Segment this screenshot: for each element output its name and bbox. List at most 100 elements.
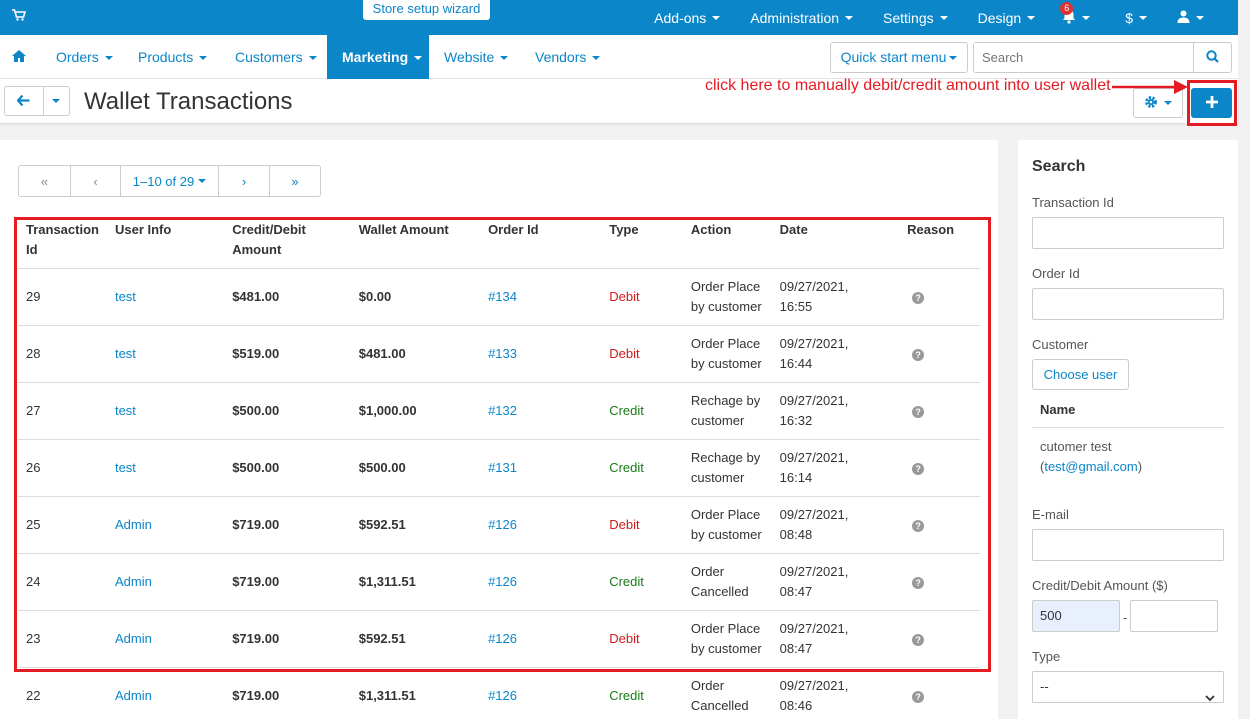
cell-user-link[interactable]: test xyxy=(106,325,225,383)
pager-range[interactable]: 1–10 of 29 xyxy=(121,166,219,196)
col-reason[interactable]: Reason xyxy=(899,220,980,269)
order-id-field[interactable] xyxy=(1032,288,1224,320)
cell-user-link[interactable]: test xyxy=(106,439,225,497)
cell-amount: $719.00 xyxy=(224,553,351,611)
customer-name: cutomer test xyxy=(1040,439,1112,454)
settings-dropdown-button[interactable] xyxy=(1133,88,1183,118)
cell-transaction-id: 27 xyxy=(18,382,107,440)
cell-order-link[interactable]: #134 xyxy=(480,268,602,326)
currency-selector[interactable]: $ xyxy=(1110,0,1162,35)
col-amount-line1: Credit/Debit xyxy=(232,222,306,237)
nav-orders[interactable]: Orders xyxy=(56,35,113,79)
cell-action-line1: Rechage by xyxy=(690,450,761,465)
customer-email-paren-close: ) xyxy=(1137,459,1143,474)
back-history-dropdown[interactable] xyxy=(44,87,69,115)
home-icon[interactable] xyxy=(12,50,26,65)
question-circle-icon[interactable]: ? xyxy=(912,634,925,646)
topnav-design[interactable]: Design xyxy=(963,0,1051,35)
cell-order-link[interactable]: #132 xyxy=(480,382,602,440)
cell-action: Order Cancelled xyxy=(682,667,772,719)
amount-label: Credit/Debit Amount ($) xyxy=(1032,578,1168,593)
topnav-settings[interactable]: Settings xyxy=(868,0,963,35)
cell-date: 09/27/2021, 08:46 xyxy=(771,667,900,719)
question-circle-icon[interactable]: ? xyxy=(912,577,925,589)
pager-prev[interactable]: ‹ xyxy=(71,166,121,196)
question-circle-icon[interactable]: ? xyxy=(912,691,925,703)
type-select[interactable]: -- xyxy=(1032,671,1224,703)
customer-email-link[interactable]: test@gmail.com xyxy=(1044,459,1138,474)
type-label: Type xyxy=(1032,649,1061,664)
nav-marketing[interactable]: Marketing xyxy=(327,35,429,79)
nav-products[interactable]: Products xyxy=(138,35,208,79)
search-button[interactable] xyxy=(1193,43,1231,72)
col-amount[interactable]: Credit/Debit Amount xyxy=(224,220,351,269)
transaction-id-field[interactable] xyxy=(1032,217,1224,249)
col-order-id[interactable]: Order Id xyxy=(480,220,602,269)
cell-user-link[interactable]: Admin xyxy=(106,610,225,668)
type-select-value: -- xyxy=(1040,679,1049,694)
nav-vendors[interactable]: Vendors xyxy=(535,35,601,79)
cell-order-link[interactable]: #133 xyxy=(480,325,602,383)
table-row: 27 test $500.00 $1,000.00 #132 Credit Rechage … xyxy=(18,382,980,440)
pager-next[interactable]: › xyxy=(219,166,270,196)
cell-order-link[interactable]: #126 xyxy=(480,610,602,668)
cell-order-link[interactable]: #131 xyxy=(480,439,602,497)
cell-date-line1: 09/27/2021, xyxy=(779,393,849,408)
back-button-group xyxy=(4,86,70,116)
question-circle-icon[interactable]: ? xyxy=(912,520,925,532)
col-wallet-amount[interactable]: Wallet Amount xyxy=(350,220,481,269)
pager-first[interactable]: « xyxy=(19,166,71,196)
cell-amount: $481.00 xyxy=(224,268,351,326)
highlight-box-add-button xyxy=(1187,80,1237,126)
back-button[interactable] xyxy=(5,87,44,115)
amount-from-field[interactable]: 500 xyxy=(1032,600,1120,632)
question-circle-icon[interactable]: ? xyxy=(912,292,925,304)
cart-icon[interactable] xyxy=(12,9,27,24)
cell-date-line1: 09/27/2021, xyxy=(779,621,849,636)
cell-wallet-amount: $500.00 xyxy=(350,439,481,497)
cell-order-link[interactable]: #126 xyxy=(480,496,602,554)
col-type[interactable]: Type xyxy=(601,220,683,269)
order-id-label: Order Id xyxy=(1032,266,1080,281)
question-circle-icon[interactable]: ? xyxy=(912,349,925,361)
pager-last[interactable]: » xyxy=(291,173,299,189)
cell-user-link[interactable]: Admin xyxy=(106,553,225,611)
nav-vendors-label: Vendors xyxy=(535,49,587,65)
topnav-addons[interactable]: Add-ons xyxy=(639,0,735,35)
cell-order-link[interactable]: #126 xyxy=(480,667,602,719)
cell-user-link[interactable]: test xyxy=(106,382,225,440)
cell-order-link[interactable]: #126 xyxy=(480,553,602,611)
amount-to-field[interactable] xyxy=(1130,600,1218,632)
search-input[interactable] xyxy=(974,43,1189,72)
table-row: 22 Admin $719.00 $1,311.51 #126 Credit Order Ca… xyxy=(18,667,980,719)
question-circle-icon[interactable]: ? xyxy=(912,463,925,475)
quick-start-menu-button[interactable]: Quick start menu xyxy=(830,42,968,73)
topnav-administration[interactable]: Administration xyxy=(735,0,868,35)
email-field[interactable] xyxy=(1032,529,1224,561)
plus-icon xyxy=(1205,95,1218,111)
question-circle-icon[interactable]: ? xyxy=(912,406,925,418)
col-date[interactable]: Date xyxy=(771,220,900,269)
cell-user-link[interactable]: test xyxy=(106,268,225,326)
cell-wallet-amount: $1,311.51 xyxy=(350,553,481,611)
cell-date-line2: 16:32 xyxy=(779,413,813,428)
choose-user-button[interactable]: Choose user xyxy=(1032,359,1129,390)
cell-user-link[interactable]: Admin xyxy=(106,496,225,554)
cell-reason: ? xyxy=(899,496,980,554)
col-transaction-id[interactable]: Transaction Id xyxy=(18,220,107,269)
add-transaction-button[interactable] xyxy=(1191,88,1232,118)
user-menu[interactable] xyxy=(1162,0,1238,35)
store-setup-wizard-button[interactable]: Store setup wizard xyxy=(363,0,490,20)
search-box xyxy=(973,42,1232,73)
cell-reason: ? xyxy=(899,553,980,611)
nav-customers[interactable]: Customers xyxy=(235,35,317,79)
nav-website[interactable]: Website xyxy=(444,35,509,79)
col-transaction-id-line2: Id xyxy=(26,242,38,257)
cell-user-link[interactable]: Admin xyxy=(106,667,225,719)
notifications-button[interactable]: 6 xyxy=(1050,0,1110,35)
cell-type: Debit xyxy=(601,610,683,668)
col-action[interactable]: Action xyxy=(682,220,772,269)
cell-amount: $719.00 xyxy=(224,496,351,554)
main-navigation: Orders Products Customers Marketing Webs… xyxy=(0,35,1238,79)
col-user-info[interactable]: User Info xyxy=(106,220,225,269)
